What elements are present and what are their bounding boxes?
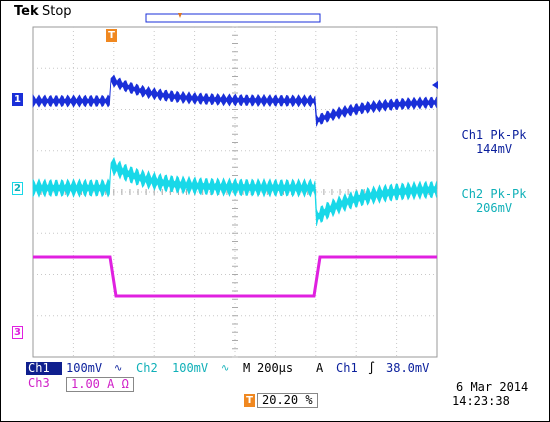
ch2-measurement-value: 206mV (475, 201, 513, 215)
trigger-level[interactable]: 38.0mV (386, 361, 430, 375)
trigger-source[interactable]: Ch1 (336, 361, 358, 375)
ch1-measurement-value: 144mV (475, 142, 513, 156)
ch2-scale[interactable]: 100mV (172, 361, 209, 375)
trigger-position-icon: T (244, 394, 255, 407)
channel-1-trace (32, 74, 437, 127)
record-length-bar (145, 13, 321, 23)
channel-1-marker[interactable]: 1 (12, 93, 23, 106)
record-trigger-pointer (178, 13, 182, 18)
time-readout: 14:23:38 (452, 394, 510, 408)
ch2-coupling-icon: ∿ (221, 363, 230, 374)
trigger-level-arrow (432, 81, 438, 89)
ch1-scale[interactable]: 100mV (66, 361, 103, 375)
ch3-readout-name[interactable]: Ch3 (28, 376, 50, 390)
waveform-traces (32, 74, 437, 298)
ch2-measurement-label: Ch2 Pk-Pk (461, 187, 527, 201)
timebase-value[interactable]: 200µs (257, 361, 294, 375)
ch1-measurement-label: Ch1 Pk-Pk (461, 128, 527, 142)
date-readout: 6 Mar 2014 (456, 380, 529, 394)
channel-3-marker[interactable]: 3 (12, 326, 23, 339)
channel-2-marker[interactable]: 2 (12, 182, 23, 195)
ch1-coupling-icon: ∿ (114, 363, 123, 374)
ch3-scale[interactable]: 1.00 A Ω (66, 377, 134, 392)
brand-logo: Tek (14, 4, 39, 19)
ch2-readout-name[interactable]: Ch2 (136, 361, 158, 375)
ch1-readout-name[interactable]: Ch1 (26, 362, 62, 375)
channel-3-trace (33, 255, 437, 298)
timebase-prefix: M (243, 361, 251, 375)
channel-2-trace (32, 156, 437, 227)
trigger-position-value[interactable]: 20.20 % (257, 393, 318, 408)
acquisition-status: Stop (42, 4, 72, 19)
trigger-slope-icon: ∫ (368, 361, 376, 375)
trigger-position-marker[interactable]: T (106, 29, 117, 42)
trigger-prefix: A (316, 361, 324, 375)
